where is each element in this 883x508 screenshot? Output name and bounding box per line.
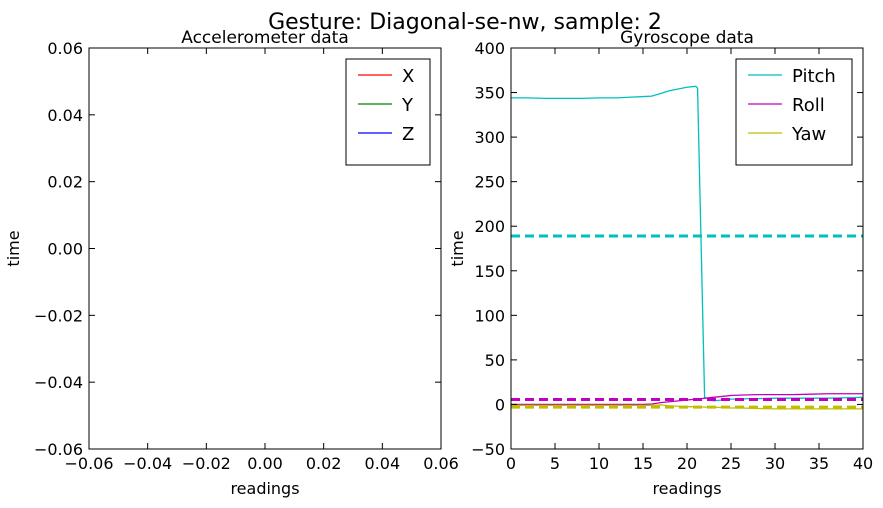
x-tick-label: 25 [721, 454, 741, 473]
y-tick-label: 0.00 [47, 240, 83, 259]
x-axis-label: readings [230, 479, 299, 498]
y-tick-label: 0.02 [47, 173, 83, 192]
series-line-roll [511, 393, 863, 406]
y-tick-label: 400 [474, 39, 505, 58]
chart-title: Accelerometer data [181, 28, 349, 48]
y-axis-label: time [4, 230, 23, 266]
y-tick-label: 350 [474, 84, 505, 103]
legend: XYZ [345, 58, 431, 166]
y-tick-label: 250 [474, 173, 505, 192]
legend-label-y: Y [401, 95, 414, 116]
x-tick-label: 0.00 [247, 454, 283, 473]
x-tick-label: −0.04 [123, 454, 172, 473]
accelerometer-chart: −0.06 −0.04 −0.02 0.00 0.02 0.04 0.06 0.06 0.04 0… [4, 28, 459, 498]
y-tick-label: 0.04 [47, 106, 83, 125]
x-tick-label: 0 [506, 454, 516, 473]
x-tick-label: 40 [853, 454, 873, 473]
y-tick-label: −0.04 [34, 373, 83, 392]
legend-box [735, 58, 853, 166]
y-tick-label: 100 [474, 306, 505, 325]
y-tick-label: 50 [485, 351, 505, 370]
y-axis-label: time [448, 230, 467, 266]
y-tick-label: 0.06 [47, 39, 83, 58]
y-tick-label: 150 [474, 262, 505, 281]
x-axis-label: readings [652, 479, 721, 498]
plot-area [511, 85, 863, 410]
x-tick-label: 0.06 [423, 454, 459, 473]
chart-title: Gyroscope data [620, 28, 754, 48]
y-tick-label: −50 [471, 440, 505, 459]
figure-title: Gesture: Diagonal-se-nw, sample: 2 [268, 10, 662, 35]
x-tick-label: −0.02 [182, 454, 231, 473]
legend-label-pitch: Pitch [792, 66, 836, 87]
x-tick-label: 15 [633, 454, 653, 473]
legend: Pitch Roll Yaw [735, 58, 853, 166]
y-tick-label: 200 [474, 217, 505, 236]
x-tick-label: 35 [809, 454, 829, 473]
y-tick-label: −0.02 [34, 306, 83, 325]
x-tick-label: 0.04 [365, 454, 401, 473]
x-tick-label: 10 [589, 454, 609, 473]
legend-label-yaw: Yaw [791, 124, 826, 145]
y-tick-label: −0.06 [34, 440, 83, 459]
x-tick-label: 20 [677, 454, 697, 473]
legend-label-roll: Roll [792, 95, 825, 116]
x-tick-label: 0.02 [306, 454, 342, 473]
gyroscope-chart: 0 5 10 15 20 25 30 35 40 400 350 300 250 200 150 100 50 0… [448, 28, 873, 498]
legend-box [345, 58, 431, 166]
x-tick-label: 30 [765, 454, 785, 473]
legend-label-z: Z [402, 124, 414, 145]
x-tick-label: −0.06 [64, 454, 113, 473]
legend-label-x: X [402, 66, 414, 87]
x-tick-label: 5 [550, 454, 560, 473]
y-tick-label: 0 [495, 395, 505, 414]
y-tick-label: 300 [474, 128, 505, 147]
